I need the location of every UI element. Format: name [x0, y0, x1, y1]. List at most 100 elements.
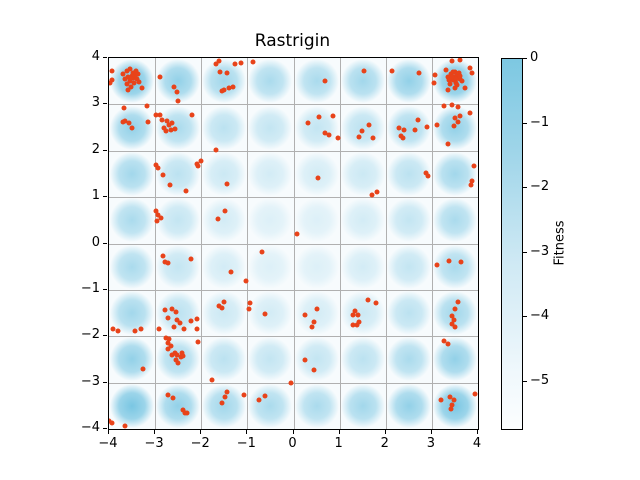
- scatter-point: [446, 258, 452, 264]
- x-tick-label: −4: [98, 436, 118, 451]
- heatmap-blob: [333, 191, 392, 250]
- x-tick-mark: [200, 430, 202, 434]
- x-tick-mark: [292, 430, 294, 434]
- heatmap-blob: [109, 237, 162, 296]
- heatmap-blob: [287, 284, 346, 343]
- heatmap-blob: [195, 144, 254, 203]
- scatter-point: [167, 182, 173, 188]
- scatter-point: [171, 324, 177, 330]
- y-tick-label: −2: [80, 327, 100, 343]
- scatter-point: [456, 70, 462, 76]
- scatter-point: [396, 125, 402, 131]
- scatter-point: [445, 141, 451, 147]
- scatter-point: [459, 78, 465, 84]
- scatter-point: [452, 85, 458, 91]
- x-tick-label: 2: [380, 436, 389, 451]
- y-tick-label: −4: [80, 420, 100, 435]
- scatter-point: [361, 68, 367, 74]
- scatter-point: [163, 128, 169, 134]
- scatter-point: [322, 130, 328, 136]
- scatter-point: [130, 75, 136, 81]
- x-tick-mark: [108, 430, 109, 434]
- heatmap-blob: [241, 98, 300, 157]
- x-tick-label: 3: [426, 436, 436, 451]
- scatter-point: [124, 81, 130, 87]
- scatter-point: [316, 114, 322, 120]
- scatter-point: [168, 127, 174, 133]
- scatter-point: [179, 350, 185, 356]
- scatter-point: [209, 377, 215, 383]
- scatter-point: [449, 321, 455, 327]
- x-tick-label: −2: [190, 436, 210, 451]
- scatter-point: [449, 58, 455, 64]
- scatter-point: [246, 306, 252, 312]
- heatmap-blob: [195, 330, 254, 389]
- scatter-point: [198, 158, 204, 164]
- colorbar-tick-label: −3: [530, 243, 550, 259]
- chart-title: Rastrigin: [254, 31, 331, 51]
- scatter-point: [121, 105, 127, 111]
- scatter-point: [314, 306, 320, 312]
- scatter-point: [455, 119, 461, 125]
- scatter-point: [447, 81, 453, 86]
- scatter-point: [131, 80, 137, 86]
- scatter-point: [452, 115, 458, 121]
- scatter-point: [445, 87, 451, 93]
- scatter-point: [230, 84, 236, 90]
- scatter-point: [224, 70, 230, 76]
- scatter-point: [219, 400, 225, 406]
- scatter-point: [424, 124, 430, 130]
- y-tick-label: 1: [91, 188, 100, 204]
- colorbar-tick-label: 0: [530, 50, 539, 65]
- y-tick-label: 0: [91, 234, 100, 250]
- scatter-point: [155, 212, 161, 218]
- scatter-point: [124, 68, 130, 74]
- scatter-point: [222, 394, 228, 400]
- scatter-point: [259, 249, 265, 255]
- colorbar-tick-label: −1: [530, 114, 550, 130]
- scatter-point: [135, 71, 141, 77]
- scatter-point: [374, 189, 380, 195]
- x-tick-mark: [384, 430, 386, 434]
- scatter-point: [425, 173, 431, 179]
- y-tick-label: 3: [91, 95, 100, 111]
- heatmap-blob: [241, 144, 300, 203]
- scatter-point: [154, 218, 159, 224]
- scatter-point: [228, 269, 234, 275]
- scatter-point: [389, 68, 395, 74]
- colorbar: [501, 58, 523, 430]
- scatter-point: [401, 127, 407, 133]
- x-tick-mark: [477, 430, 478, 434]
- heatmap-blob: [195, 191, 254, 250]
- scatter-point: [400, 135, 406, 141]
- scatter-point: [139, 85, 145, 91]
- scatter-point: [109, 68, 115, 74]
- scatter-point: [169, 120, 175, 126]
- scatter-point: [243, 278, 249, 284]
- scatter-point: [454, 73, 460, 79]
- scatter-point: [359, 128, 365, 134]
- scatter-point: [165, 340, 171, 346]
- scatter-point: [136, 79, 142, 85]
- y-tick-mark: [103, 335, 107, 337]
- scatter-point: [219, 305, 225, 311]
- scatter-point: [469, 178, 475, 184]
- scatter-point: [145, 119, 151, 125]
- scatter-point: [140, 366, 146, 372]
- scatter-point: [434, 122, 440, 128]
- gridline-horizontal: [109, 336, 478, 338]
- scatter-point: [335, 135, 341, 141]
- x-tick-mark: [338, 430, 340, 434]
- scatter-point: [181, 326, 187, 332]
- scatter-point: [423, 170, 429, 176]
- scatter-point: [153, 112, 159, 118]
- y-tick-mark: [103, 196, 107, 198]
- scatter-point: [412, 127, 418, 133]
- scatter-point: [311, 319, 317, 325]
- scatter-point: [256, 397, 262, 403]
- scatter-point: [109, 420, 115, 426]
- scatter-point: [165, 315, 171, 321]
- scatter-point: [120, 71, 126, 77]
- scatter-point: [471, 163, 477, 169]
- scatter-point: [109, 418, 112, 424]
